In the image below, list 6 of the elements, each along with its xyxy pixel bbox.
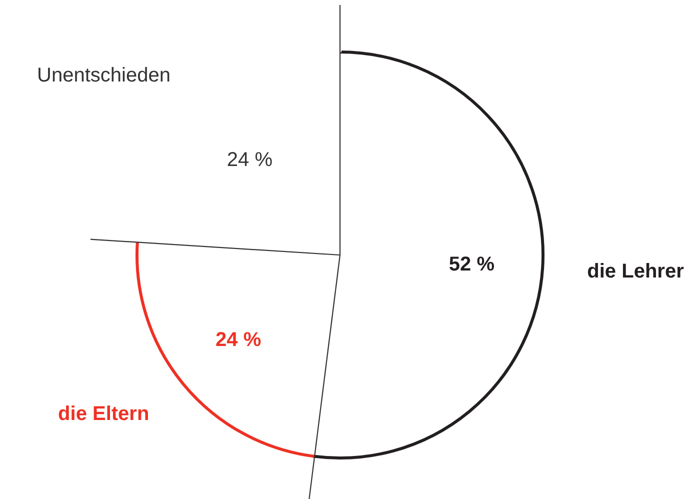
slice-label: Unentschieden <box>37 64 170 86</box>
data-label: 24 % <box>216 329 262 352</box>
slice-label: die Eltern <box>58 402 150 425</box>
data-label: 52 % <box>448 253 495 276</box>
slice-label: die Lehrer <box>587 260 684 283</box>
data-label: 24 % <box>226 148 273 171</box>
